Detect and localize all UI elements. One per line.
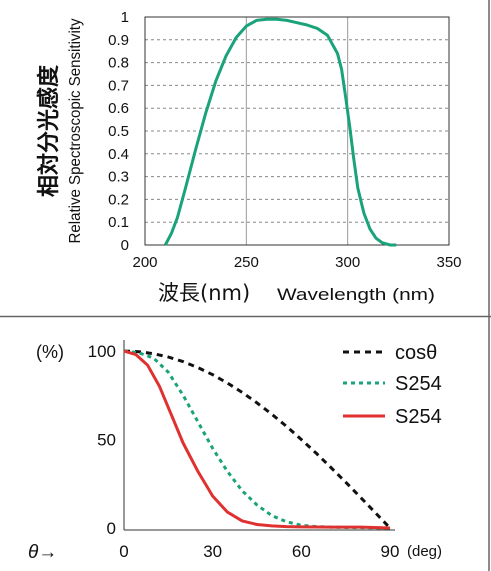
top-x-tick-label: 250 [234, 254, 259, 271]
bottom-y-tick-label: 100 [88, 342, 116, 361]
top-plot-area [144, 16, 450, 246]
bottom-y-tick-label: 0 [107, 519, 116, 538]
bottom-x-tick-label: 0 [119, 542, 128, 561]
series-line-solid [123, 349, 391, 530]
top-y-tick-label: 0.9 [108, 32, 129, 49]
x-axis-label-en: Wavelength (nm) [277, 285, 435, 304]
top-y-tick-label: 0.1 [108, 214, 129, 231]
top-y-tick-label: 1 [121, 9, 129, 26]
top-x-tick-label: 200 [132, 254, 157, 271]
top-y-tick-label: 0.2 [108, 191, 129, 208]
bottom-x-axis-unit: (deg) [407, 543, 442, 560]
directional-characteristics-chart: 0 50 100 0 30 60 90 (%) θ→ (deg) cosθ S254 S254 [28, 340, 442, 563]
top-grid [145, 17, 449, 245]
legend-label: cosθ [395, 342, 437, 364]
legend: cosθ S254 S254 [343, 342, 442, 428]
top-y-tick-label: 0.4 [108, 146, 129, 163]
x-axis-label-jp-text: 波長 [158, 281, 200, 305]
legend-label: S254 [395, 373, 442, 395]
top-x-tick-label: 350 [436, 254, 461, 271]
top-y-tick-label: 0.3 [108, 169, 129, 186]
y-axis-label-jp: 相対分光感度 [36, 64, 62, 197]
top-x-tick-labels: 200 250 300 350 [132, 254, 461, 271]
bottom-y-tick-labels: 0 50 100 [88, 342, 116, 538]
top-y-tick-label: 0.6 [108, 100, 129, 117]
top-x-tick-label: 300 [335, 254, 360, 271]
series-line-dashed [123, 349, 392, 530]
bottom-y-tick-label: 50 [97, 431, 116, 450]
x-axis-label-jp: 波長(nm) [158, 281, 250, 305]
x-axis-label-jp-unit: (nm) [200, 281, 250, 305]
legend-label: S254 [395, 406, 442, 428]
top-y-tick-labels: 0 0.1 0.2 0.3 0.4 0.5 0.6 0.7 0.8 0.9 1 [108, 9, 129, 254]
series-line-dotted [123, 349, 391, 530]
top-y-tick-label: 0.7 [108, 77, 129, 94]
bottom-x-axis-label: θ→ [28, 542, 57, 563]
bottom-x-tick-label: 90 [381, 542, 400, 561]
bottom-x-tick-labels: 0 30 60 90 [119, 542, 399, 561]
bottom-x-tick-label: 30 [203, 542, 222, 561]
bottom-y-axis-label: (%) [36, 342, 64, 362]
y-axis-label-en: Relative Spectroscopic Sensitivity [67, 19, 84, 244]
bottom-x-tick-label: 60 [292, 542, 311, 561]
bottom-series [123, 349, 392, 530]
spectral-sensitivity-chart: 0 0.1 0.2 0.3 0.4 0.5 0.6 0.7 0.8 0.9 1 200 250 300 3… [36, 9, 462, 305]
sensitivity-curve [163, 17, 397, 247]
top-y-tick-label: 0 [121, 237, 129, 254]
top-y-tick-label: 0.5 [108, 123, 129, 140]
top-y-tick-label: 0.8 [108, 55, 129, 72]
